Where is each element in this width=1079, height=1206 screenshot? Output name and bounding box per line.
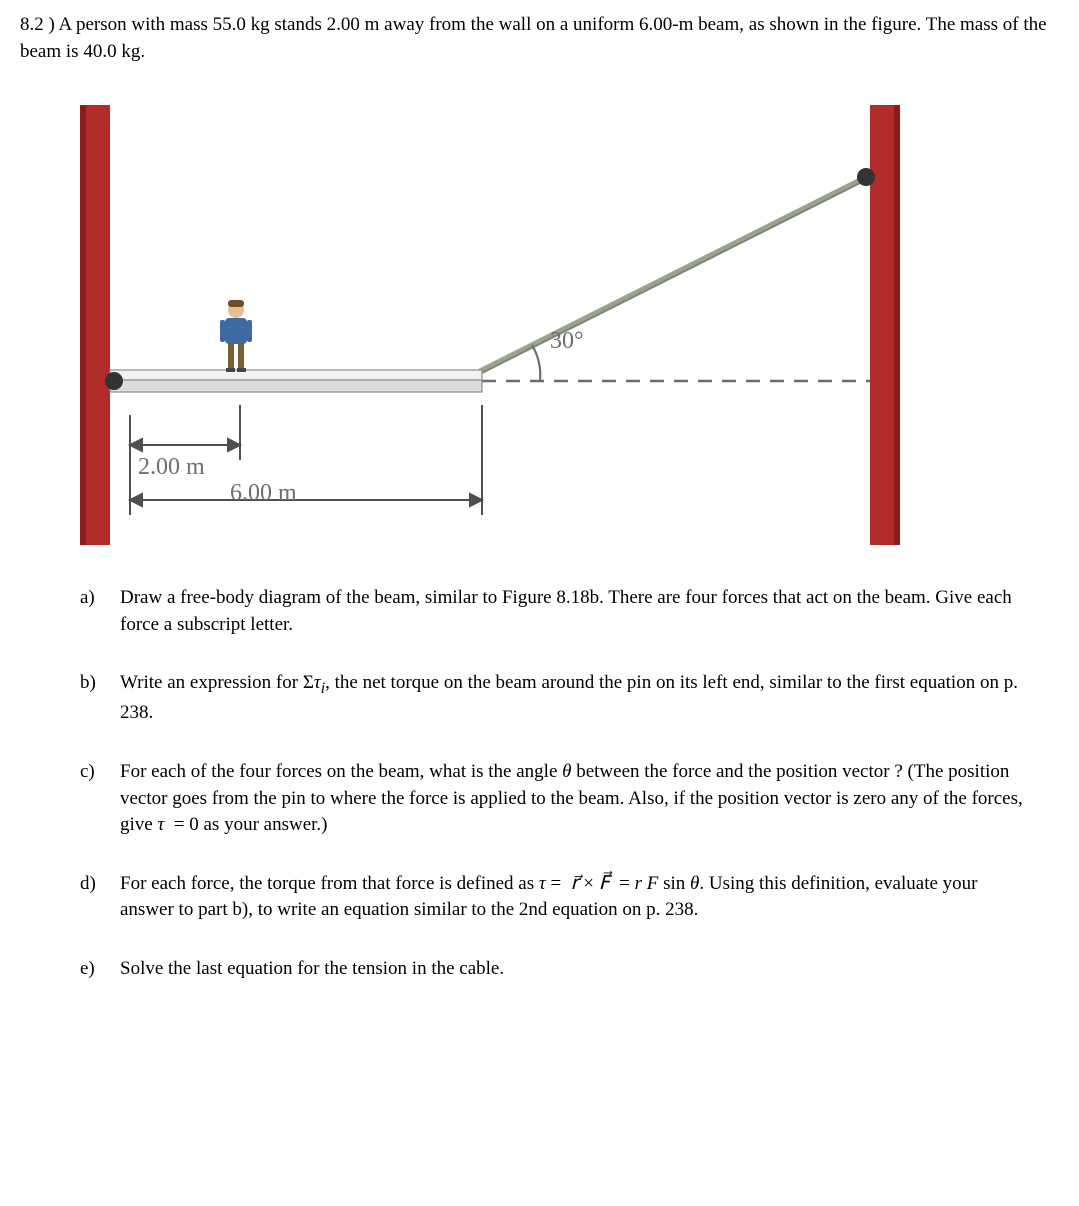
question-b: b) Write an expression for Στi, the net … xyxy=(20,670,1059,727)
beam xyxy=(110,370,482,392)
q-letter: c) xyxy=(80,759,120,839)
q-letter: b) xyxy=(80,670,120,727)
q-text: For each of the four forces on the beam,… xyxy=(120,759,1059,839)
q-text: For each force, the torque from that for… xyxy=(120,871,1059,924)
question-list: a) Draw a free-body diagram of the beam,… xyxy=(20,585,1059,982)
problem-text: A person with mass 55.0 kg stands 2.00 m… xyxy=(20,14,1047,62)
q-text: Solve the last equation for the tension … xyxy=(120,956,1059,983)
question-c: c) For each of the four forces on the be… xyxy=(20,759,1059,839)
right-pin xyxy=(857,168,875,186)
problem-statement: 8.2 ) A person with mass 55.0 kg stands … xyxy=(20,12,1059,65)
beam-figure: 30° 2.00 m 6.00 m xyxy=(80,105,900,545)
dim-6m-label: 6.00 m xyxy=(230,477,297,511)
cable xyxy=(480,177,866,371)
angle-label: 30° xyxy=(550,325,584,359)
q-letter: a) xyxy=(80,585,120,638)
question-d: d) For each force, the torque from that … xyxy=(20,871,1059,924)
angle-arc xyxy=(532,345,540,381)
q-text: Draw a free-body diagram of the beam, si… xyxy=(120,585,1059,638)
problem-number: 8.2 ) xyxy=(20,14,55,35)
dim-2m-label: 2.00 m xyxy=(138,451,205,485)
question-a: a) Draw a free-body diagram of the beam,… xyxy=(20,585,1059,638)
q-text: Write an expression for Στi, the net tor… xyxy=(120,670,1059,727)
q-letter: d) xyxy=(80,871,120,924)
person-icon xyxy=(220,300,252,372)
question-e: e) Solve the last equation for the tensi… xyxy=(20,956,1059,983)
q-letter: e) xyxy=(80,956,120,983)
left-pin xyxy=(105,372,123,390)
